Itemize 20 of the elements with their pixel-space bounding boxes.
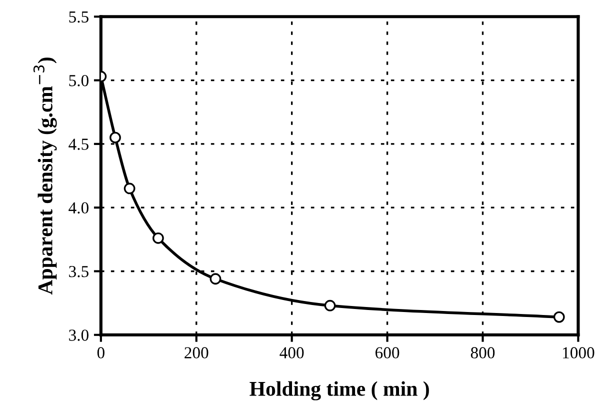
x-tick-label: 0 xyxy=(97,347,104,358)
y-tick-label: 5.5 xyxy=(69,12,88,23)
point xyxy=(553,311,565,323)
point xyxy=(124,182,136,194)
x-tick-label: 1000 xyxy=(563,347,594,358)
x-tick-label: 200 xyxy=(184,347,208,358)
y-tick-label: 4.5 xyxy=(68,138,88,150)
point xyxy=(152,232,164,244)
x-tick-label: 400 xyxy=(280,347,304,358)
point xyxy=(324,300,336,312)
y-tick-label: 3.5 xyxy=(69,266,88,278)
point xyxy=(210,273,222,285)
x-tick-label: 800 xyxy=(470,347,495,358)
y-tick-label: 4.0 xyxy=(68,202,88,214)
y-tick-label: 5.0 xyxy=(69,74,88,86)
x-tick-label: 600 xyxy=(376,347,400,358)
point xyxy=(110,132,121,144)
x-axis-title: Holding time ( min ) xyxy=(250,381,429,400)
y-tick-label: 3.0 xyxy=(69,330,88,341)
y-axis-title: Apparent density (g.cm$^{−3}$) xyxy=(33,58,57,295)
